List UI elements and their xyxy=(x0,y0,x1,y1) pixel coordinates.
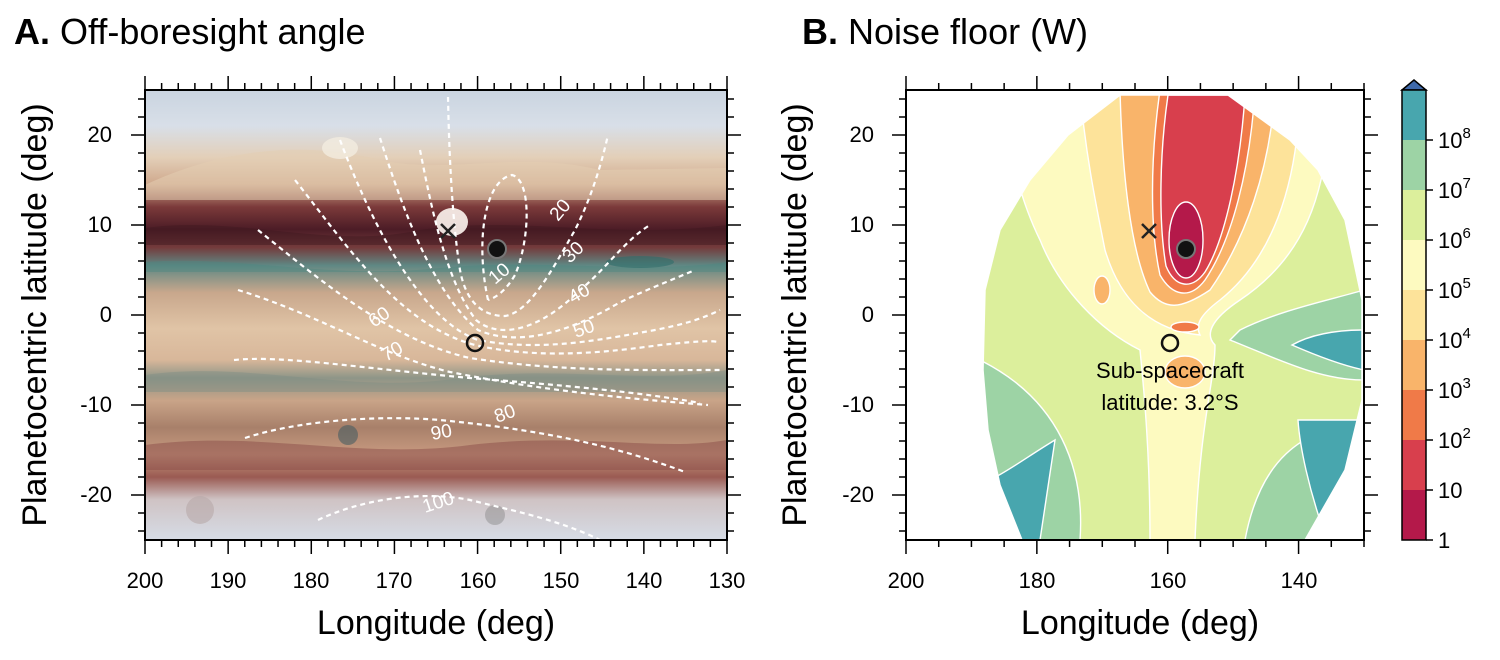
y-tick-labels-b: -20 -10 0 10 20 xyxy=(842,122,874,507)
noise-floor-map xyxy=(982,94,1363,540)
contour-50 xyxy=(338,139,721,347)
panel-a: A. Off-boresight angle xyxy=(14,11,745,642)
open-circle-marker xyxy=(465,333,485,353)
contour-40 xyxy=(378,137,696,339)
x-tick-labels-a: 200 190 180 170 160 150 140 130 xyxy=(127,568,746,593)
filled-circle-marker xyxy=(487,239,507,259)
colorbar-extend-arrow xyxy=(1399,79,1429,91)
axis-ticks-b xyxy=(892,76,1378,554)
colorbar-band xyxy=(1402,490,1426,540)
cross-marker xyxy=(440,223,456,239)
colorbar-band xyxy=(1402,390,1426,440)
x-tick-label: 190 xyxy=(210,568,247,593)
colorbar-band xyxy=(1402,190,1426,240)
y-axis-label-b: Planetocentric latitude (deg) xyxy=(776,103,814,526)
x-axis-label-a: Longitude (deg) xyxy=(317,604,555,642)
colorbar-band xyxy=(1402,340,1426,390)
x-tick-label: 140 xyxy=(626,568,663,593)
y-tick-label: 10 xyxy=(88,212,112,237)
panel-a-title: A. Off-boresight angle xyxy=(14,11,366,52)
panel-b-title: B. Noise floor (W) xyxy=(802,11,1088,52)
x-tick-label: 200 xyxy=(127,568,164,593)
y-tick-labels-a: -20 -10 0 10 20 xyxy=(80,122,112,507)
markers-b xyxy=(1141,223,1196,353)
x-tick-label: 180 xyxy=(293,568,330,593)
y-tick-label: 0 xyxy=(862,302,874,327)
contour-60 xyxy=(294,179,719,355)
markers-a xyxy=(440,223,507,353)
colorbar-label: 104 xyxy=(1438,325,1471,353)
contour-20 xyxy=(446,96,610,318)
x-axis-label-b: Longitude (deg) xyxy=(1021,604,1259,642)
colorbar-band xyxy=(1402,90,1426,140)
y-tick-label: 20 xyxy=(850,122,874,147)
x-tick-label: 130 xyxy=(709,568,746,593)
y-tick-label: -20 xyxy=(80,482,112,507)
y-axis-label-a: Planetocentric latitude (deg) xyxy=(16,103,54,526)
y-tick-label: -10 xyxy=(80,392,112,417)
x-tick-label: 170 xyxy=(376,568,413,593)
colorbar-band xyxy=(1402,290,1426,340)
colorbar-label: 107 xyxy=(1438,175,1471,203)
contour-lines xyxy=(233,96,721,540)
y-tick-label: 0 xyxy=(100,302,112,327)
contour-80b xyxy=(233,357,701,405)
colorbar-label: 1 xyxy=(1438,528,1450,553)
contour-30 xyxy=(418,149,651,332)
y-tick-label: 10 xyxy=(850,212,874,237)
annotation-line-1: Sub-spacecraft xyxy=(1096,358,1244,383)
colorbar-label: 10 xyxy=(1438,478,1462,503)
panel-b: B. Noise floor (W) xyxy=(776,11,1471,642)
x-tick-label: 150 xyxy=(543,568,580,593)
x-tick-labels-b: 200 180 160 140 xyxy=(888,568,1318,593)
colorbar-label: 103 xyxy=(1438,375,1471,403)
x-tick-label: 180 xyxy=(1019,568,1056,593)
contour-100 xyxy=(317,495,601,540)
colorbar-label: 106 xyxy=(1438,225,1471,253)
level-1e2-small xyxy=(1170,321,1200,333)
x-tick-label: 160 xyxy=(460,568,497,593)
contour-10 xyxy=(481,173,528,302)
x-tick-label: 160 xyxy=(1150,568,1187,593)
y-tick-label: -10 xyxy=(842,392,874,417)
x-tick-label: 200 xyxy=(888,568,925,593)
y-tick-label: 20 xyxy=(88,122,112,147)
colorbar: 1 10 102 103 104 105 106 107 108 xyxy=(1399,79,1471,553)
open-circle-marker xyxy=(1160,333,1180,353)
colorbar-label: 102 xyxy=(1438,425,1471,453)
contour-80 xyxy=(237,288,709,407)
colorbar-band xyxy=(1402,440,1426,490)
cross-marker xyxy=(1141,223,1157,239)
colorbar-band xyxy=(1402,240,1426,290)
level-1e3-small xyxy=(1164,355,1206,389)
jupiter-image xyxy=(145,90,727,540)
y-tick-label: -20 xyxy=(842,482,874,507)
colorbar-label: 108 xyxy=(1438,125,1471,153)
level-1e3-left xyxy=(1093,275,1111,305)
axis-ticks-a xyxy=(131,76,741,554)
colorbar-label: 105 xyxy=(1438,275,1471,303)
annotation-line-2: latitude: 3.2°S xyxy=(1101,390,1238,415)
contour-label: 90 xyxy=(429,421,453,445)
level-1e8-right xyxy=(1290,329,1362,371)
x-tick-label: 140 xyxy=(1281,568,1318,593)
colorbar-frame xyxy=(1401,89,1427,541)
colorbar-band xyxy=(1402,140,1426,190)
filled-circle-marker xyxy=(1176,239,1196,259)
